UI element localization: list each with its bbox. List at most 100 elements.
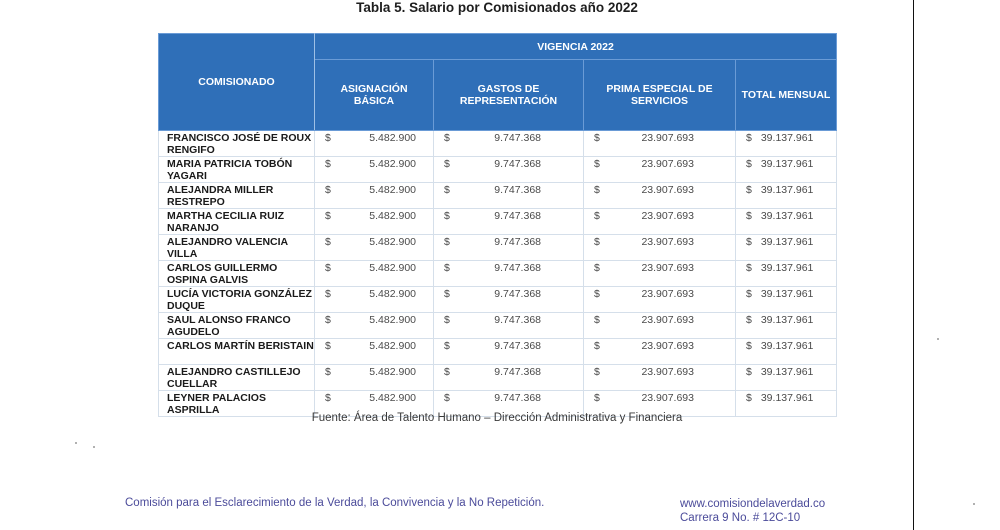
cell-total-mensual: $39.137.961 <box>734 182 838 209</box>
currency-symbol: $ <box>594 288 600 300</box>
currency-symbol: $ <box>594 392 600 404</box>
header-gastos-representacion: GASTOS DE REPRESENTACIÓN <box>433 59 584 131</box>
footer-address: Carrera 9 No. # 12C-10 <box>680 512 801 524</box>
footer-contact: www.comisiondelaverdad.co Carrera 9 No. … <box>680 497 825 525</box>
cell-asignacion-basica: $5.482.900 <box>314 286 434 313</box>
table-row: FRANCISCO JOSÉ DE ROUX RENGIFO $5.482.900… <box>158 130 838 157</box>
cell-commissioner-name: ALEJANDRA MILLER RESTREPO <box>158 182 315 209</box>
cell-total-mensual: $39.137.961 <box>734 156 838 183</box>
scan-speck <box>93 446 95 448</box>
header-prima-especial: PRIMA ESPECIAL DE SERVICIOS <box>583 59 736 131</box>
cell-asignacion-basica: $5.482.900 <box>314 130 434 157</box>
currency-symbol: $ <box>746 314 752 326</box>
cell-prima-especial: $23.907.693 <box>583 286 736 313</box>
cell-commissioner-name: CARLOS GUILLERMO OSPINA GALVIS <box>158 260 315 287</box>
cell-prima-especial: $23.907.693 <box>583 208 736 235</box>
table-title: Tabla 5. Salario por Comisionados año 20… <box>356 0 638 15</box>
cell-gastos-representacion: $9.747.368 <box>433 390 584 417</box>
currency-symbol: $ <box>594 184 600 196</box>
cell-gastos-representacion: $9.747.368 <box>433 182 584 209</box>
currency-symbol: $ <box>594 236 600 248</box>
currency-symbol: $ <box>325 236 331 248</box>
currency-symbol: $ <box>746 288 752 300</box>
amount-value: 5.482.900 <box>369 262 416 274</box>
amount-value: 23.907.693 <box>641 158 694 170</box>
currency-symbol: $ <box>746 184 752 196</box>
footer-website: www.comisiondelaverdad.co <box>680 498 826 510</box>
currency-symbol: $ <box>444 132 450 144</box>
scan-speck <box>75 442 77 444</box>
currency-symbol: $ <box>325 262 331 274</box>
cell-asignacion-basica: $5.482.900 <box>314 182 434 209</box>
currency-symbol: $ <box>444 210 450 222</box>
currency-symbol: $ <box>746 340 752 352</box>
currency-symbol: $ <box>594 340 600 352</box>
cell-gastos-representacion: $9.747.368 <box>433 312 584 339</box>
currency-symbol: $ <box>746 236 752 248</box>
currency-symbol: $ <box>325 392 331 404</box>
amount-value: 5.482.900 <box>369 158 416 170</box>
currency-symbol: $ <box>594 262 600 274</box>
cell-gastos-representacion: $9.747.368 <box>433 364 584 391</box>
amount-value: 5.482.900 <box>369 366 416 378</box>
amount-value: 23.907.693 <box>641 314 694 326</box>
currency-symbol: $ <box>325 132 331 144</box>
amount-value: 5.482.900 <box>369 392 416 404</box>
cell-prima-especial: $23.907.693 <box>583 364 736 391</box>
amount-value: 39.137.961 <box>760 366 814 378</box>
cell-total-mensual: $39.137.961 <box>734 286 838 313</box>
cell-prima-especial: $23.907.693 <box>583 182 736 209</box>
amount-value: 23.907.693 <box>641 340 694 352</box>
currency-symbol: $ <box>325 340 331 352</box>
currency-symbol: $ <box>444 392 450 404</box>
cell-asignacion-basica: $5.482.900 <box>314 364 434 391</box>
currency-symbol: $ <box>444 158 450 170</box>
cell-prima-especial: $23.907.693 <box>583 130 736 157</box>
amount-value: 5.482.900 <box>369 314 416 326</box>
cell-commissioner-name: MARIA PATRICIA TOBÓN YAGARI <box>158 156 315 183</box>
cell-total-mensual: $39.137.961 <box>734 364 838 391</box>
amount-value: 39.137.961 <box>760 392 814 404</box>
table-row: CARLOS GUILLERMO OSPINA GALVIS $5.482.900… <box>158 260 838 287</box>
amount-value: 23.907.693 <box>641 262 694 274</box>
table-row: SAUL ALONSO FRANCO AGUDELO $5.482.900 $9.7… <box>158 312 838 339</box>
cell-gastos-representacion: $9.747.368 <box>433 208 584 235</box>
amount-value: 23.907.693 <box>641 210 694 222</box>
cell-prima-especial: $23.907.693 <box>583 390 736 417</box>
header-total-mensual: TOTAL MENSUAL <box>734 59 838 131</box>
table-row: MARTHA CECILIA RUIZ NARANJO $5.482.900 $9.… <box>158 208 838 235</box>
cell-total-mensual: $39.137.961 <box>734 208 838 235</box>
cell-prima-especial: $23.907.693 <box>583 260 736 287</box>
amount-value: 9.747.368 <box>494 340 541 352</box>
amount-value: 5.482.900 <box>369 288 416 300</box>
cell-gastos-representacion: $9.747.368 <box>433 260 584 287</box>
amount-value: 23.907.693 <box>641 132 694 144</box>
amount-value: 9.747.368 <box>494 366 541 378</box>
cell-commissioner-name: ALEJANDRO CASTILLEJO CUELLAR <box>158 364 315 391</box>
table-row: CARLOS MARTÍN BERISTAIN $5.482.900 $9.747.… <box>158 338 838 365</box>
amount-value: 23.907.693 <box>641 184 694 196</box>
amount-value: 39.137.961 <box>760 340 814 352</box>
currency-symbol: $ <box>444 340 450 352</box>
cell-total-mensual: $39.137.961 <box>734 338 838 365</box>
cell-commissioner-name: ALEJANDRO VALENCIA VILLA <box>158 234 315 261</box>
amount-value: 23.907.693 <box>641 392 694 404</box>
currency-symbol: $ <box>444 288 450 300</box>
currency-symbol: $ <box>746 132 752 144</box>
amount-value: 9.747.368 <box>494 262 541 274</box>
cell-total-mensual: $39.137.961 <box>734 130 838 157</box>
amount-value: 9.747.368 <box>494 314 541 326</box>
table-row: ALEJANDRA MILLER RESTREPO $5.482.900 $9.74… <box>158 182 838 209</box>
salary-table-body: FRANCISCO JOSÉ DE ROUX RENGIFO $5.482.900… <box>158 130 838 417</box>
page-edge-divider <box>913 0 914 530</box>
cell-prima-especial: $23.907.693 <box>583 312 736 339</box>
amount-value: 23.907.693 <box>641 288 694 300</box>
currency-symbol: $ <box>444 236 450 248</box>
amount-value: 5.482.900 <box>369 184 416 196</box>
amount-value: 23.907.693 <box>641 236 694 248</box>
cell-commissioner-name: FRANCISCO JOSÉ DE ROUX RENGIFO <box>158 130 315 157</box>
cell-asignacion-basica: $5.482.900 <box>314 156 434 183</box>
salary-table: COMISIONADO VIGENCIA 2022 ASIGNACIÓN BÁS… <box>158 33 838 417</box>
table-row: LEYNER PALACIOS ASPRILLA $5.482.900 $9.747… <box>158 390 838 417</box>
amount-value: 23.907.693 <box>641 366 694 378</box>
